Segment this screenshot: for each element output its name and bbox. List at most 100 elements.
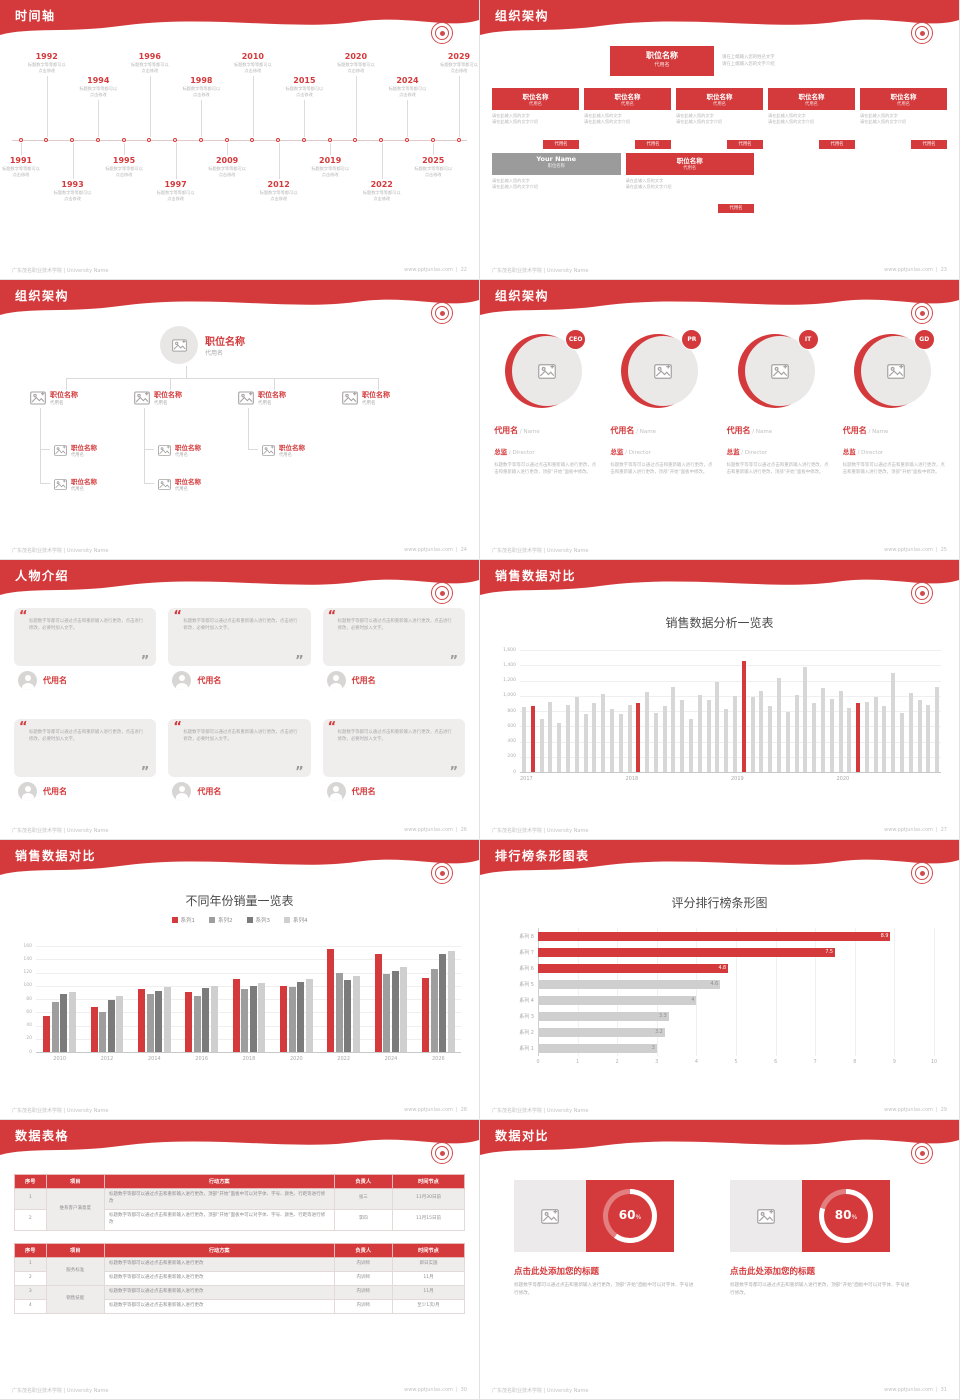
org-node-title: 职位名称	[258, 391, 286, 399]
person-card-cell: “标题数字等都可以通过点击和重新输入进行更改，点击进行修改，必要时加入文字。 ” 代…	[168, 718, 311, 820]
timeline-caption-line: 标题数字等等都可以	[388, 86, 427, 91]
org-chip-row: 代用名	[676, 130, 763, 149]
org-node-labels: 职位名称 代用名	[258, 390, 286, 406]
bar	[680, 700, 685, 772]
org-circles-canvas: CEO 代用名 / Name 总监 / Director 标题数字等等可以通过点击和重…	[480, 324, 959, 539]
timeline-caption-line: 标题数字等等都可以	[259, 190, 298, 195]
gridline-v	[775, 928, 777, 1056]
legend-label: 系列2	[218, 918, 233, 924]
y-tick-label: 600	[507, 723, 516, 729]
header-wave	[480, 280, 959, 315]
member-role-en: / Director	[739, 450, 768, 456]
footer-page: 23	[940, 267, 947, 273]
tables-canvas: 序号 项目 行动方案 负责人 时间节点 1 维系客户满意度 标题数字等都可以通过点击和重新输入…	[0, 1164, 479, 1379]
timeline-stem	[201, 100, 203, 137]
timeline-caption-line: 标题数字等等都可以	[130, 62, 169, 67]
footer-page: 25	[940, 547, 947, 553]
timeline-stem	[252, 76, 254, 137]
slide-title: 销售数据对比	[495, 569, 577, 583]
timeline-year: 2024	[396, 76, 419, 85]
footer-site: www.pptjunlas.com	[884, 547, 933, 553]
slide-data-compare[interactable]: 数据对比 60% 点击此处添加您的标题 标题数字等都可以通过点击和重新输入进行更改，…	[480, 1120, 960, 1400]
timeline-node-dot	[44, 138, 49, 142]
slide-timeline[interactable]: 时间轴 1991 标题数字等等都可以 点击修改 1992 标题数字等等都可以 点击修改 19…	[0, 0, 480, 280]
slide-sales-monthly[interactable]: 销售数据对比 销售数据分析一览表 0 200 400 600 800 1,000 1,200…	[480, 560, 960, 840]
timeline-stem	[175, 143, 177, 179]
footer-school: 广东茂名职业技术学院 | University Name	[492, 548, 589, 554]
column-header: 负责人	[333, 1242, 393, 1258]
y-tick-label: 1,600	[503, 647, 516, 653]
member-role-en: / Director	[507, 450, 535, 456]
slide-org-boxes[interactable]: 组织架构 职位名称 代用名 请在上端输入您的姓名文字 请在上端输入您的文字介绍 职位名称…	[480, 0, 960, 280]
slide-data-tables[interactable]: 数据表格 序号 项目 行动方案 负责人 时间节点 1 维系客户满意度 标题数字等都可以通过点击…	[0, 1120, 480, 1400]
bar	[583, 714, 588, 772]
slide-org-circles[interactable]: 组织架构 CEO 代用名 / Name 总监 / Director 标题数字等等可以通…	[480, 280, 960, 560]
slide-footer: 广东茂名职业技术学院 | University Name www.pptjunl…	[12, 1107, 467, 1114]
member-name-en: / Name	[518, 429, 540, 435]
hbar-category-label: 系列 1	[519, 1045, 534, 1052]
connector-line	[40, 408, 41, 484]
org-position-box: 职位名称 代用名	[492, 88, 579, 110]
image-placeholder-icon	[342, 391, 358, 405]
footer-site: www.pptjunlas.com	[404, 267, 453, 273]
x-tick-label: 2018	[625, 776, 639, 782]
footer-site-page: www.pptjunlas.com | 23	[881, 267, 947, 274]
bar	[750, 697, 755, 772]
table-cell: 标题数字等都可以通过点击和重新输入进行更改	[104, 1298, 335, 1314]
slide-footer: 广东茂名职业技术学院 | University Name www.pptjunl…	[12, 267, 467, 274]
y-tick-label: 0	[513, 769, 516, 775]
bar	[618, 714, 623, 772]
org-column-text-line: 请在此输入您的文字介绍	[768, 119, 815, 125]
person-avatar-icon	[172, 671, 192, 690]
timeline-caption: 标题数字等等都可以 点击修改	[50, 190, 96, 201]
org-column: 职位名称 代用名 请在此输入您的文字 请在此输入您的文字介绍 代用名	[768, 88, 855, 149]
slide-people-intro[interactable]: 人物介绍 “标题数字等都可以通过点击和重新输入进行更改，点击进行修改，必要时加入…	[0, 560, 480, 840]
person-quote-card: “标题数字等都可以通过点击和重新输入进行更改，点击进行修改，必要时加入文字。 ”	[322, 608, 465, 669]
x-tick-label: 2014	[147, 1056, 161, 1062]
connector-line	[248, 408, 249, 450]
gridline-h	[36, 959, 461, 961]
column-header: 时间节点	[392, 1242, 465, 1258]
timeline-caption-line: 标题数字等等都可以	[79, 86, 118, 91]
header-wave	[480, 560, 959, 595]
bar	[671, 686, 676, 772]
org-position-title: 职位名称	[798, 92, 825, 101]
timeline-year: 1994	[87, 76, 110, 85]
slide-ranking-chart[interactable]: 排行榜条形图表 评分排行榜条形图 0 1 2 3 4 5 6 7 8 9 10 系列 8 8.9 系列 7…	[480, 840, 960, 1120]
org-subnode-labels: 职位名称 代用名	[175, 442, 201, 458]
org-column-text: 请在此输入您的文字 请在此输入您的文字介绍	[626, 178, 755, 191]
school-logo-icon	[431, 862, 453, 884]
timeline-year: 2009	[215, 156, 239, 165]
slide-title: 数据表格	[15, 1129, 70, 1143]
org-name-chip: 代用名	[635, 139, 671, 149]
donut-percent-value: 60	[618, 1208, 636, 1222]
footer-site: www.pptjunlas.com	[404, 1107, 453, 1113]
image-placeholder-icon	[158, 478, 171, 490]
member-role: 总监	[842, 448, 856, 456]
bar	[900, 712, 905, 772]
x-tick-label: 6	[774, 1060, 778, 1065]
hbar-value-label: 3.2	[655, 1029, 663, 1035]
member-name: 代用名	[610, 426, 635, 435]
gridline-h	[520, 772, 941, 773]
timeline-year: 2020	[344, 52, 368, 61]
person-avatar-icon	[172, 781, 192, 801]
school-logo-ring	[915, 306, 929, 320]
table-cell: 11月15日前	[392, 1208, 465, 1231]
timeline-stem	[72, 143, 74, 179]
org-chip-row: 代用名	[626, 194, 754, 214]
chart-title: 不同年份销量一览表	[185, 894, 294, 908]
table-body: 1 服务标准 标题数字等都可以通过点击和重新输入进行更改 内训师 即日实施 2 标题数字等都…	[14, 1256, 465, 1314]
org-subnode-title: 职位名称	[71, 478, 97, 486]
school-logo-dot	[919, 870, 925, 876]
timeline-item: 1998 标题数字等等都可以 点击修改	[178, 76, 224, 97]
slide-sales-yearly[interactable]: 销售数据对比 不同年份销量一览表 系列1 系列2 系列3 系列4 0 20 40 60 80 10…	[0, 840, 480, 1120]
footer-page: 22	[460, 267, 467, 273]
timeline-year: 1996	[138, 52, 161, 61]
bar	[439, 953, 447, 1052]
quote-close-icon: ”	[449, 764, 458, 780]
org-position-title: Your Name	[536, 155, 577, 164]
timeline-stem	[330, 143, 332, 155]
slide-org-tree[interactable]: 组织架构 职位名称 代用名 职位名称 代用名 职位名称 代用名 职位名称 代用名 职位名称 代用名…	[0, 280, 480, 560]
school-logo-dot	[439, 310, 445, 316]
